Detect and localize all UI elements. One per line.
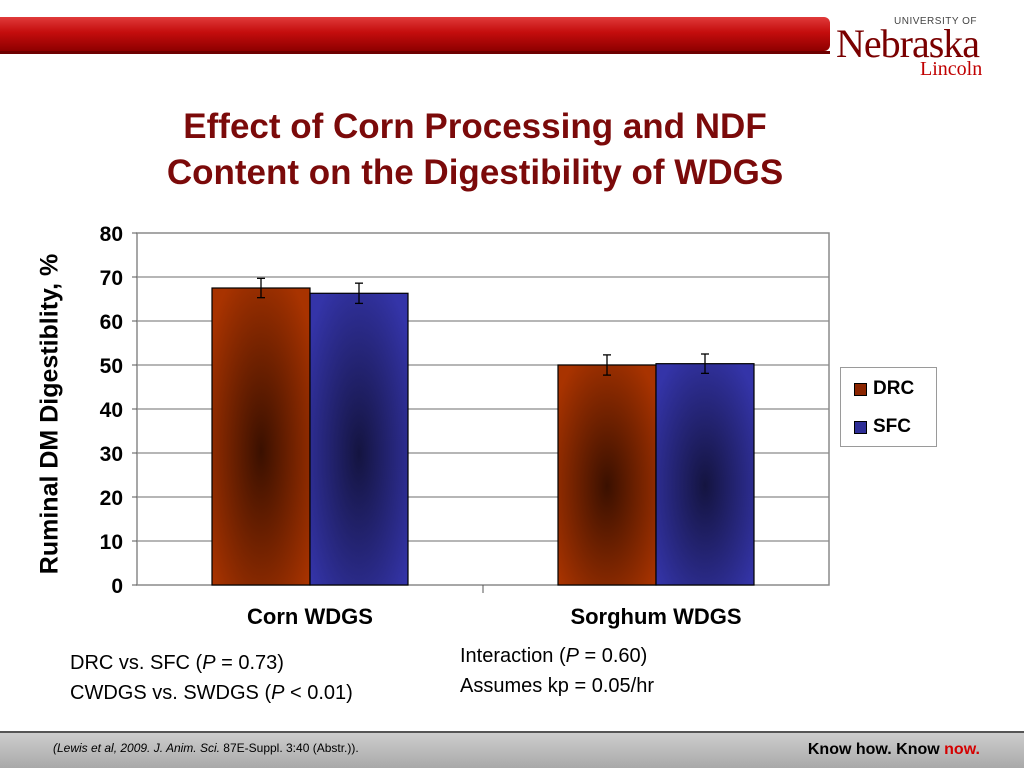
y-tick-label: 50 <box>100 355 123 378</box>
stat-interaction: Interaction (P = 0.60) <box>460 645 648 667</box>
slide-title-line-1: Effect of Corn Processing and NDF <box>183 107 767 146</box>
bar-drc <box>211 287 311 586</box>
footer-divider <box>0 731 1024 733</box>
stat-assumption: Assumes kp = 0.05/hr <box>460 675 654 697</box>
chart-legend: DRC SFC <box>840 367 937 447</box>
header-bar-shadow <box>0 51 830 54</box>
university-logo: UNIVERSITY OF Nebraska Lincoln <box>836 14 986 84</box>
interaction-stats: Interaction (P = 0.60) Assumes kp = 0.05… <box>460 641 654 701</box>
y-tick-label: 80 <box>100 223 123 246</box>
bars <box>211 277 755 586</box>
y-tick-label: 70 <box>100 267 123 290</box>
y-tick-label: 20 <box>100 487 123 510</box>
logo-university-text: UNIVERSITY OF <box>894 16 977 27</box>
legend-item-sfc: SFC <box>854 416 911 437</box>
y-tick-label: 30 <box>100 443 123 466</box>
stat-cwdgs-vs-swdgs: CWDGS vs. SWDGS (P < 0.01) <box>70 682 353 704</box>
bar-sfc <box>309 292 409 586</box>
legend-item-drc: DRC <box>854 378 915 399</box>
y-tick-label: 40 <box>100 399 123 422</box>
logo-city-text: Lincoln <box>920 58 983 80</box>
x-category-label: Sorghum WDGS <box>570 604 741 629</box>
bar-drc <box>557 364 657 586</box>
legend-label-drc: DRC <box>873 378 915 399</box>
logo-name-text: Nebraska <box>836 21 980 66</box>
comparison-stats: DRC vs. SFC (P = 0.73) CWDGS vs. SWDGS (… <box>70 648 353 708</box>
tagline: Know how. Know now. <box>807 741 980 758</box>
citation: (Lewis et al, 2009. J. Anim. Sci. 87E-Su… <box>53 741 359 755</box>
bar-sfc <box>655 363 755 586</box>
legend-swatch-drc <box>854 382 867 396</box>
legend-label-sfc: SFC <box>873 416 911 437</box>
footer-bar: (Lewis et al, 2009. J. Anim. Sci. 87E-Su… <box>0 731 1024 768</box>
slide-title: Effect of Corn Processing and NDF Conten… <box>100 104 850 196</box>
x-category-label: Corn WDGS <box>247 604 373 629</box>
x-axis-categories: Corn WDGS Sorghum WDGS <box>247 585 742 629</box>
slide-title-line-2: Content on the Digestibility of WDGS <box>166 153 784 192</box>
legend-swatch-sfc <box>854 420 867 434</box>
y-tick-label: 10 <box>100 531 123 554</box>
y-tick-label: 0 <box>111 575 123 598</box>
header-bar <box>0 17 830 51</box>
y-tick-label: 60 <box>100 311 123 334</box>
y-axis-ticks: 0 10 20 30 40 50 60 70 80 <box>100 223 137 598</box>
stat-drc-vs-sfc: DRC vs. SFC (P = 0.73) <box>70 652 284 674</box>
